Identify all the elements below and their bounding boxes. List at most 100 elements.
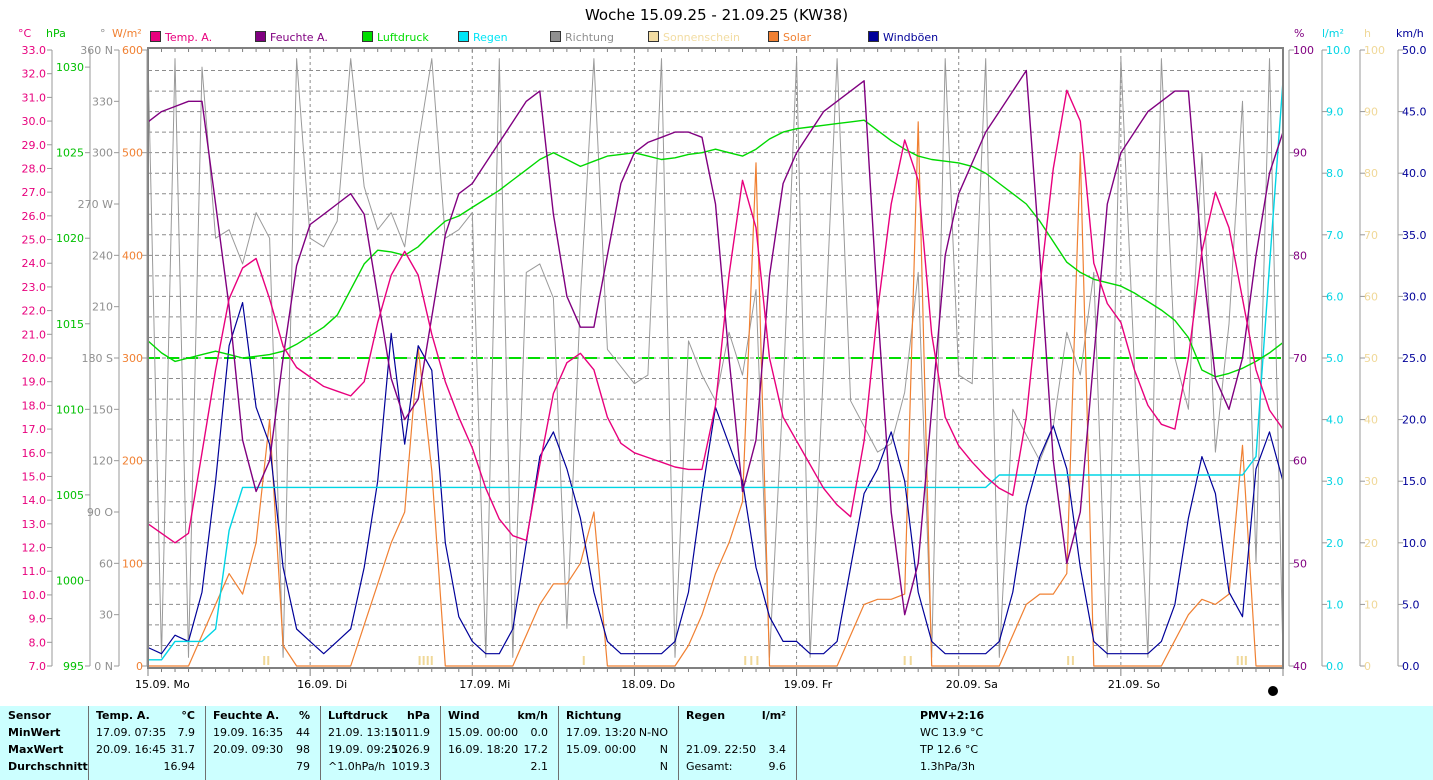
- pmv-line: WC 13.9 °C: [920, 726, 984, 739]
- direction-axis-tick-label: 60: [99, 557, 113, 570]
- table-col-header-luftdruck: Luftdruck: [328, 709, 388, 722]
- pressure-axis-tick-label: 995: [63, 660, 84, 673]
- rain-axis-tick-label: 8.0: [1326, 167, 1344, 180]
- solar-axis-tick-label: 0: [136, 660, 143, 673]
- humidity-axis-tick-label: 70: [1293, 352, 1307, 365]
- table-cell-luftdruck-value: 1026.9: [391, 743, 431, 756]
- humidity-axis-tick-label: 50: [1293, 557, 1307, 570]
- sunshine-axis-unit: h: [1364, 27, 1371, 40]
- sunshine-axis-tick-label: 80: [1364, 167, 1378, 180]
- wind-axis-tick-label: 10.0: [1402, 537, 1427, 550]
- direction-axis-tick-label: 270 W: [78, 198, 113, 211]
- table-row-label: MaxWert: [8, 743, 64, 756]
- table-cell-regen-value: 9.6: [768, 760, 787, 773]
- temp-axis-tick-label: 32.0: [22, 68, 47, 81]
- solar-axis-tick-label: 200: [122, 455, 143, 468]
- humidity-axis-tick-label: 40: [1293, 660, 1307, 673]
- pressure-axis-tick-label: 1025: [56, 147, 84, 160]
- wind-axis-tick-label: 35.0: [1402, 229, 1427, 242]
- table-cell-feuchte-value: 98: [296, 743, 310, 756]
- table-row-label: Sensor: [8, 709, 51, 722]
- feuchte-a-swatch-icon: [255, 31, 266, 42]
- table-cell-feuchte-value: 44: [296, 726, 310, 739]
- temp-axis-tick-label: 27.0: [22, 186, 47, 199]
- wind-axis-unit: km/h: [1396, 27, 1424, 40]
- wind-axis-tick-label: 50.0: [1402, 44, 1427, 57]
- pressure-axis-tick-label: 1000: [56, 574, 84, 587]
- direction-axis-unit: °: [100, 27, 106, 40]
- x-axis-day-label: 20.09. Sa: [946, 678, 998, 691]
- pmv-title: PMV+2:16: [920, 709, 985, 722]
- table-cell-richtung-value: N: [659, 743, 668, 756]
- sunshine-axis-tick-label: 30: [1364, 475, 1378, 488]
- table-row-label: MinWert: [8, 726, 61, 739]
- temp-axis-tick-label: 8.0: [29, 636, 47, 649]
- luftdruck-swatch-icon: [362, 31, 373, 42]
- regen-swatch-icon: [458, 31, 469, 42]
- windboeen-swatch-icon: [868, 31, 879, 42]
- table-col-header-richtung: Richtung: [566, 709, 622, 722]
- temp-axis-tick-label: 26.0: [22, 210, 47, 223]
- x-axis-day-label: 18.09. Do: [621, 678, 675, 691]
- position-marker-dot: [1268, 686, 1278, 696]
- temp-axis-tick-label: 23.0: [22, 281, 47, 294]
- table-cell-feuchte-value: 79: [296, 760, 310, 773]
- humidity-axis-tick-label: 80: [1293, 249, 1307, 262]
- table-cell-luftdruck-time: 19.09. 09:25: [328, 743, 399, 756]
- wind-axis-tick-label: 5.0: [1402, 598, 1420, 611]
- temp-axis-tick-label: 17.0: [22, 423, 47, 436]
- temp-axis-tick-label: 22.0: [22, 305, 47, 318]
- temp-axis-tick-label: 16.0: [22, 447, 47, 460]
- temp-axis-tick-label: 14.0: [22, 494, 47, 507]
- rain-axis-tick-label: 1.0: [1326, 598, 1344, 611]
- legend-label: Regen: [473, 31, 508, 44]
- legend-item-feuchte-a: Feuchte A.: [255, 31, 328, 44]
- plot-area[interactable]: 33.0 32.0 31.0 30.0 29.0 28.0 27.0 26.0 25.0 24.0…: [0, 0, 1433, 706]
- rain-axis-tick-label: 4.0: [1326, 414, 1344, 427]
- pressure-axis-tick-label: 1020: [56, 232, 84, 245]
- sunshine-axis-tick-label: 10: [1364, 598, 1378, 611]
- temp-axis-tick-label: 13.0: [22, 518, 47, 531]
- sunshine-axis-tick-label: 40: [1364, 414, 1378, 427]
- table-cell-richtung-value: N-NO: [638, 726, 668, 739]
- temp-axis-tick-label: 31.0: [22, 91, 47, 104]
- wind-axis-tick-label: 45.0: [1402, 106, 1427, 119]
- table-cell-regen-value: 3.4: [768, 743, 787, 756]
- legend-label: Sonnenschein: [663, 31, 740, 44]
- solar-axis-unit: W/m²: [112, 27, 142, 40]
- table-cell-luftdruck-time: 21.09. 13:15: [328, 726, 399, 739]
- legend-item-windboeen: Windböen: [868, 31, 938, 44]
- sunshine-axis-tick-label: 90: [1364, 106, 1378, 119]
- temp-axis-tick-label: 11.0: [22, 565, 47, 578]
- legend-item-solar: Solar: [768, 31, 811, 44]
- direction-axis-tick-label: 300: [92, 147, 113, 160]
- pressure-axis-tick-label: 1030: [56, 61, 84, 74]
- direction-axis-tick-label: 210: [92, 301, 113, 314]
- rain-axis-tick-label: 3.0: [1326, 475, 1344, 488]
- wind-axis-tick-label: 0.0: [1402, 660, 1420, 673]
- series-feuchte-line: [147, 69, 1284, 616]
- sunshine-axis-tick-label: 60: [1364, 290, 1378, 303]
- plot-frame: [147, 47, 1284, 669]
- solar-swatch-icon: [768, 31, 779, 42]
- legend-item-temp-a: Temp. A.: [150, 31, 212, 44]
- sunshine-axis-tick-label: 20: [1364, 537, 1378, 550]
- series-windboeen-line: [147, 302, 1284, 655]
- legend-label: Feuchte A.: [270, 31, 328, 44]
- x-axis-day-label: 17.09. Mi: [459, 678, 510, 691]
- temp-axis-tick-label: 24.0: [22, 257, 47, 270]
- humidity-axis-unit: %: [1294, 27, 1305, 40]
- table-row-label: Durchschnitt: [8, 760, 88, 773]
- temp-a-swatch-icon: [150, 31, 161, 42]
- humidity-axis-tick-label: 60: [1293, 455, 1307, 468]
- table-col-unit-feuchte: %: [298, 709, 310, 722]
- rain-axis-tick-label: 9.0: [1326, 106, 1344, 119]
- table-cell-temp-time: 20.09. 16:45: [96, 743, 167, 756]
- sonnenschein-swatch-icon: [648, 31, 659, 42]
- legend-label: Richtung: [565, 31, 614, 44]
- temp-axis-tick-label: 25.0: [22, 234, 47, 247]
- temp-axis-tick-label: 19.0: [22, 376, 47, 389]
- solar-axis-tick-label: 400: [122, 249, 143, 262]
- wind-axis-tick-label: 40.0: [1402, 167, 1427, 180]
